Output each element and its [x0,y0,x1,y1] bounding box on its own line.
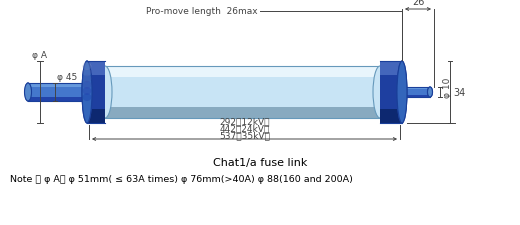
Text: Chat1/a fuse link: Chat1/a fuse link [213,157,307,167]
Text: 26: 26 [412,0,424,7]
Text: 537（35kV）: 537（35kV） [219,130,270,139]
Ellipse shape [427,88,433,98]
Ellipse shape [83,88,92,95]
Ellipse shape [24,84,32,101]
Text: 292（12kV）: 292（12kV） [219,117,270,126]
Ellipse shape [25,84,31,101]
Text: 442（24kV）: 442（24kV） [219,124,270,132]
Bar [28,98,87,101]
Ellipse shape [373,67,387,119]
Ellipse shape [98,67,112,119]
Ellipse shape [83,81,92,89]
Ellipse shape [397,62,407,124]
Ellipse shape [427,88,433,98]
Ellipse shape [83,75,92,83]
Ellipse shape [82,62,92,124]
Bar [28,84,87,101]
Ellipse shape [82,62,92,124]
Bar [87,110,105,124]
Ellipse shape [397,62,407,124]
Bar [402,95,430,98]
Bar [87,62,105,124]
Bar [380,110,402,124]
Bar [87,62,105,75]
Text: Note ： φ A； φ 51mm( ≤ 63A times) φ 76mm(>40A) φ 88(160 and 200A): Note ： φ A； φ 51mm( ≤ 63A times) φ 76mm(… [10,174,353,183]
Ellipse shape [83,69,92,77]
Bar [105,107,380,119]
Text: Pro-move length  26max: Pro-move length 26max [146,7,258,16]
Ellipse shape [83,63,92,71]
Text: φ A: φ A [32,51,46,60]
Bar [105,67,380,78]
Ellipse shape [83,94,92,102]
Text: φ 45: φ 45 [57,73,77,82]
Bar [28,84,87,88]
Bar [402,88,430,90]
Bar [105,67,380,119]
Text: φ 10: φ 10 [443,77,452,98]
Text: 34: 34 [453,88,465,98]
Bar [402,88,430,98]
Bar [380,62,402,124]
Bar [380,62,402,75]
